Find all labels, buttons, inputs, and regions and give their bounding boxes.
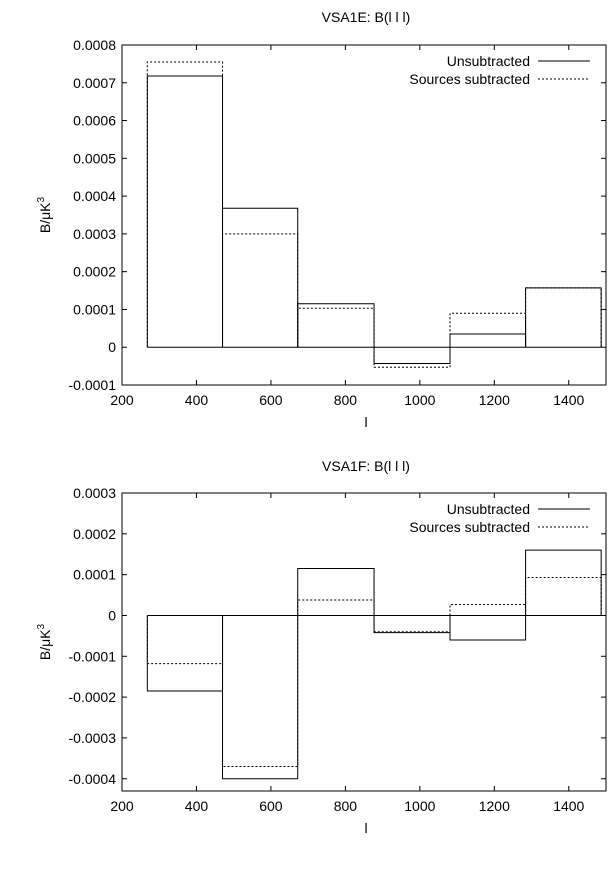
y-tick-label: 0.0003 — [73, 226, 116, 242]
y-axis-label-superscript: 3 — [36, 196, 47, 202]
y-tick-label: 0.0003 — [73, 485, 116, 501]
legend-label: Sources subtracted — [409, 519, 530, 535]
legend-label: Sources subtracted — [409, 71, 530, 87]
series-unsubtracted — [146, 549, 602, 780]
y-tick-label: 0.0002 — [73, 526, 116, 542]
y-tick-label: -0.0001 — [69, 377, 117, 393]
bar — [297, 307, 375, 348]
y-tick-label: -0.0002 — [69, 689, 117, 705]
x-tick-label: 1200 — [479, 798, 510, 814]
bar — [222, 207, 299, 348]
x-tick-label: 600 — [259, 798, 283, 814]
y-tick-label: 0 — [108, 339, 116, 355]
x-axis-label: l — [364, 414, 367, 430]
legend-label: Unsubtracted — [447, 53, 530, 69]
bar — [146, 61, 224, 348]
chart-title: VSA1E: B(l l l) — [322, 9, 411, 25]
bar — [146, 615, 224, 665]
x-axis-label: l — [364, 820, 367, 836]
plot-frame — [121, 44, 607, 386]
y-tick-label: 0.0007 — [73, 75, 116, 91]
chart-2: VSA1F: B(l l l) -0.0004 -0.0003 -0.0002 -0.0… — [36, 458, 607, 836]
y-axis-label: B/μK3 — [36, 196, 53, 233]
y-tick-label: 0.0004 — [73, 188, 116, 204]
bar — [449, 333, 527, 348]
x-tick-label: 1000 — [404, 392, 435, 408]
bar — [222, 615, 299, 768]
bar — [449, 603, 527, 616]
x-tick-label: 1200 — [479, 392, 510, 408]
bar — [146, 75, 224, 348]
x-tick-label: 800 — [334, 392, 358, 408]
y-tick-label: -0.0003 — [69, 730, 117, 746]
y-tick-label: -0.0004 — [69, 771, 117, 787]
x-tick-label: 800 — [334, 798, 358, 814]
bar — [297, 599, 375, 616]
x-tick-label: 400 — [185, 392, 209, 408]
bar — [525, 577, 602, 616]
y-tick-label: 0.0001 — [73, 567, 116, 583]
plot-frame — [121, 492, 607, 792]
x-tick-label: 1400 — [553, 798, 584, 814]
bar — [449, 615, 527, 641]
legend-label: Unsubtracted — [447, 501, 530, 517]
x-tick-label: 1000 — [404, 798, 435, 814]
bar — [297, 568, 375, 616]
chart-title: VSA1F: B(l l l) — [322, 458, 410, 474]
x-tick-label: 200 — [110, 392, 134, 408]
x-tick-label: 1400 — [553, 392, 584, 408]
bar — [373, 615, 451, 634]
y-tick-label: 0.0006 — [73, 113, 116, 129]
bar — [525, 287, 602, 348]
y-tick-label: 0.0008 — [73, 37, 116, 53]
bar — [297, 303, 375, 348]
bar — [525, 549, 602, 616]
bar — [525, 287, 602, 348]
bar — [146, 615, 224, 692]
bar — [222, 615, 299, 780]
y-axis-label-superscript: 3 — [36, 623, 47, 629]
bar — [373, 347, 451, 364]
bar — [222, 233, 299, 348]
y-tick-label: 0.0002 — [73, 264, 116, 280]
y-tick-label: 0.0001 — [73, 301, 116, 317]
x-tick-label: 200 — [110, 798, 134, 814]
y-tick-label: -0.0001 — [69, 648, 117, 664]
series-unsubtracted — [146, 75, 602, 364]
y-tick-label: 0.0005 — [73, 150, 116, 166]
x-tick-label: 600 — [259, 392, 283, 408]
x-tick-label: 400 — [185, 798, 209, 814]
chart-1: VSA1E: B(l l l) -0.0001 0 0.0001 0.0002 0.000… — [36, 9, 607, 430]
bar — [373, 615, 451, 633]
y-tick-label: 0 — [108, 607, 116, 623]
y-axis-label: B/μK3 — [36, 623, 53, 660]
bar — [373, 347, 451, 368]
bar — [449, 312, 527, 348]
